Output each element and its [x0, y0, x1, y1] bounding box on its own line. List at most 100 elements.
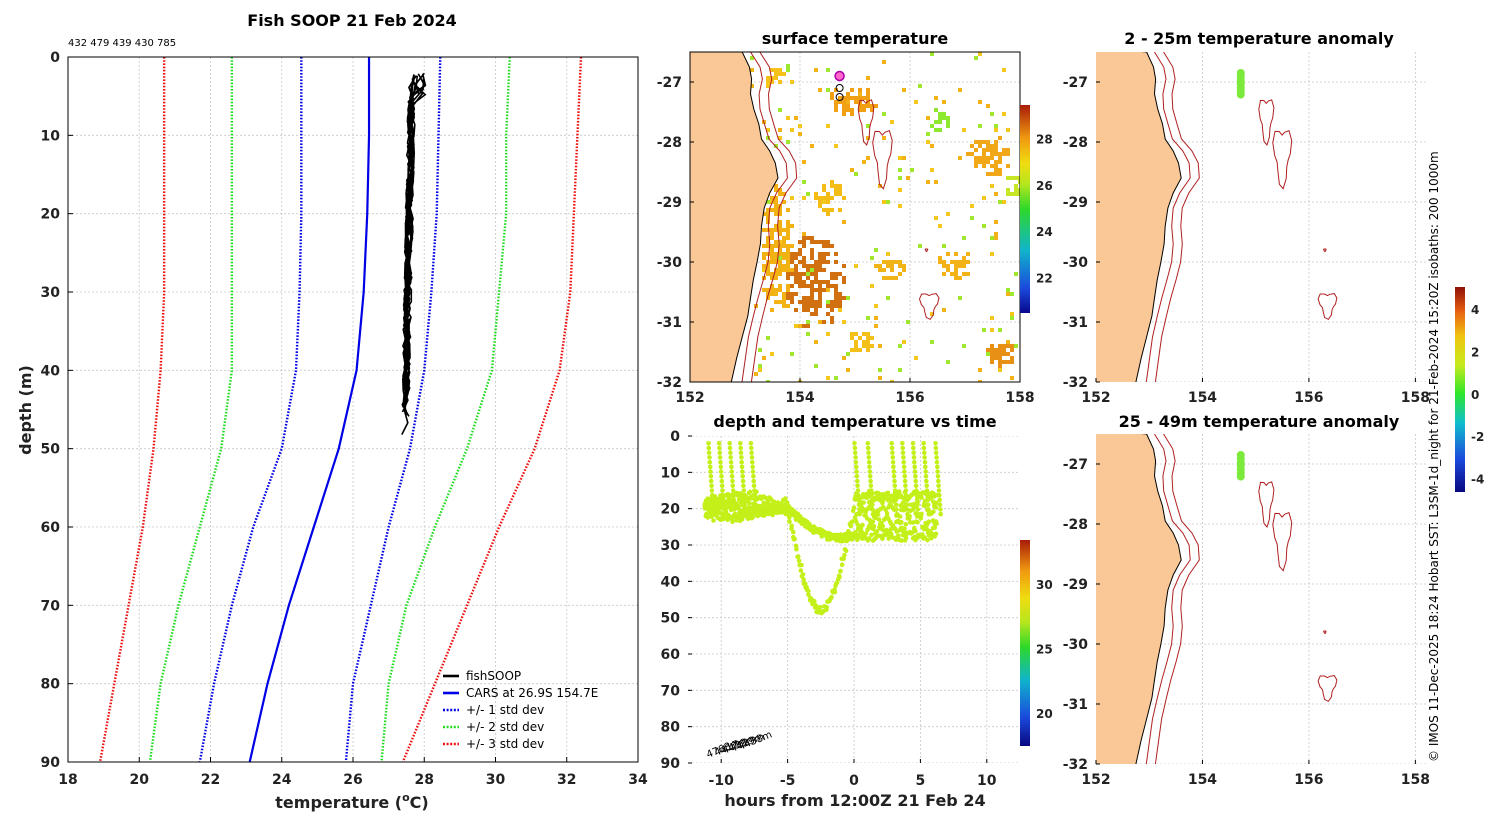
sst-cell — [1010, 192, 1014, 196]
time-scatter-point — [717, 455, 723, 460]
sst-colorbar-label: 24 — [1036, 225, 1053, 239]
sst-cell — [870, 284, 874, 288]
sst-cell — [774, 288, 778, 292]
sst-cell — [1002, 148, 1006, 152]
sst-cell — [982, 160, 986, 164]
sst-cell — [762, 356, 766, 360]
sst-cell — [814, 192, 818, 196]
sst-cell — [946, 212, 950, 216]
sst-cell — [866, 124, 870, 128]
time-scatter-point — [902, 478, 908, 484]
sst-colorbar — [1020, 105, 1030, 313]
time-scatter-point — [933, 531, 939, 537]
sst-cell — [818, 268, 822, 272]
sst-cell — [938, 120, 942, 124]
time-scatter-point — [728, 450, 733, 456]
anomaly2-ytick-label: -32 — [1063, 757, 1088, 773]
time-scatter-point — [752, 492, 757, 498]
sst-cell — [750, 84, 754, 88]
time-scatter-point — [726, 504, 731, 510]
sst-cell — [814, 276, 818, 280]
sst-cell — [834, 188, 838, 192]
sst-cell — [894, 260, 898, 264]
sst-cell — [814, 340, 818, 344]
sst-cell — [814, 308, 818, 312]
sst-isobaths — [741, 52, 940, 382]
seamount-isobath — [1323, 630, 1327, 635]
sst-cell — [994, 172, 998, 176]
sst-cell — [814, 312, 818, 316]
time-scatter-point — [789, 526, 794, 532]
sst-cell — [778, 108, 782, 112]
sst-cell — [798, 260, 802, 264]
sst-cell — [998, 344, 1002, 348]
seamount-isobath — [1272, 130, 1293, 190]
time-scatter-point — [751, 478, 756, 484]
sst-cell — [926, 140, 930, 144]
seamount-isobath — [918, 293, 940, 321]
sst-cell — [830, 180, 834, 184]
time-scatter-point — [794, 547, 799, 552]
sst-cell — [854, 96, 858, 100]
sst-cell — [830, 308, 834, 312]
sst-cell — [934, 216, 938, 220]
sst-cell — [1002, 68, 1006, 72]
time-scatter-point — [720, 492, 726, 498]
time-scatter-point — [935, 469, 940, 474]
time-scatter-point — [787, 519, 792, 524]
time-scatter-point — [720, 497, 726, 503]
sst-cell — [1018, 188, 1020, 192]
sst-cell — [898, 368, 902, 372]
sst-cell — [982, 156, 986, 160]
sst-cell — [902, 264, 906, 268]
sst-cell — [798, 300, 802, 304]
time-scatter-point — [934, 455, 939, 460]
sst-cell — [930, 312, 934, 316]
sst-cell — [886, 200, 890, 204]
time-scatter-point — [742, 502, 748, 508]
time-scatter-point — [711, 518, 716, 523]
time-scatter-point — [839, 556, 844, 562]
sst-cell — [822, 196, 826, 200]
sst-cell — [866, 104, 870, 108]
sst-cell — [886, 260, 890, 264]
sst-cell — [766, 200, 770, 204]
time-scatter-point — [893, 502, 899, 508]
time-scatter-point — [706, 441, 711, 446]
sst-cell — [810, 272, 814, 276]
time-scatter-point — [904, 497, 909, 503]
sst-cell — [914, 356, 918, 360]
time-grid — [688, 436, 1020, 763]
time-scatter-point — [937, 492, 942, 498]
sst-cell — [782, 292, 786, 296]
time-scatter-point — [870, 511, 876, 517]
sst-cell — [990, 148, 994, 152]
time-scatter-point — [732, 507, 737, 512]
time-scatter-point — [849, 520, 854, 525]
profile-ytick-label: 60 — [41, 520, 61, 536]
anomaly-colorbar-label: 4 — [1471, 303, 1479, 317]
time-scatter-point — [747, 500, 752, 506]
sst-cell — [762, 244, 766, 248]
sst-cell — [954, 276, 958, 280]
sst-cell — [766, 80, 770, 84]
time-scatter-point — [915, 511, 921, 517]
time-scatter-point — [900, 532, 906, 538]
time-scatter-point — [761, 500, 766, 506]
sst-cell — [790, 300, 794, 304]
time-scatter-point — [932, 525, 938, 530]
sst-cell — [958, 296, 962, 300]
sst-cell — [770, 288, 774, 292]
anomaly1-xtick-label: 156 — [1294, 390, 1323, 406]
sst-cell — [990, 344, 994, 348]
sst-cell — [786, 256, 790, 260]
sst-cell — [966, 152, 970, 156]
sst-cell — [782, 200, 786, 204]
sst-cell — [986, 352, 990, 356]
sst-cell — [998, 356, 1002, 360]
sst-cell — [750, 56, 754, 60]
sst-cell — [982, 328, 986, 332]
time-scatter-point — [925, 502, 931, 508]
time-scatter-point — [749, 445, 754, 451]
sst-cell — [858, 336, 862, 340]
